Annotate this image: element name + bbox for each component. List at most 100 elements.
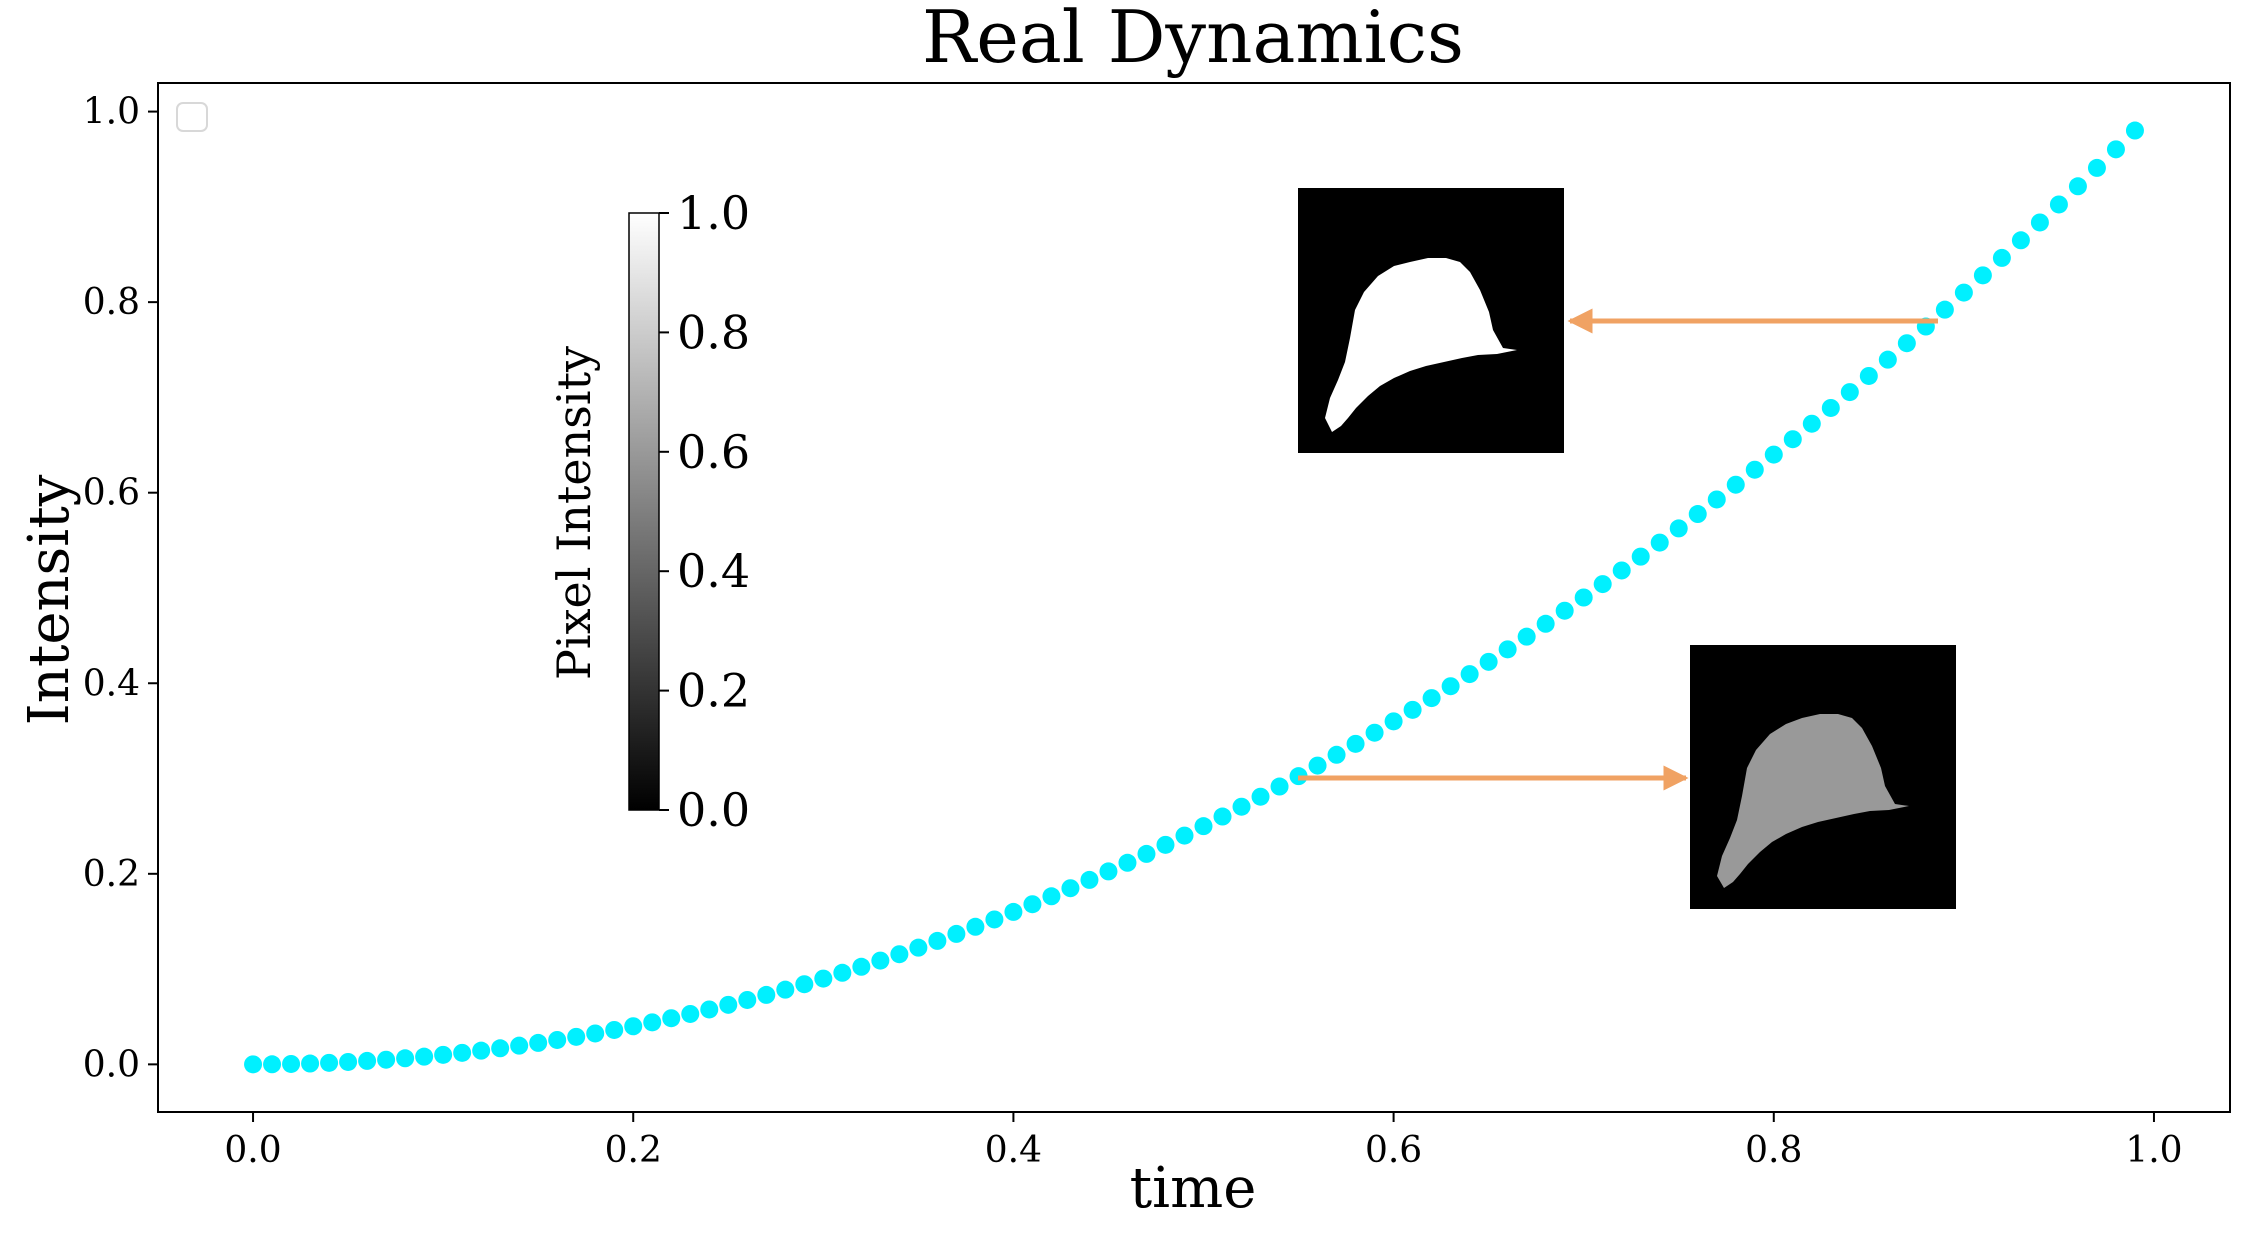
data-point — [1099, 862, 1118, 881]
data-point — [1156, 835, 1175, 854]
data-point — [1821, 398, 1840, 417]
x-tick-label: 0.0 — [224, 1130, 281, 1171]
data-point — [871, 951, 890, 970]
data-point — [453, 1043, 472, 1062]
data-point — [2068, 177, 2087, 196]
data-point — [244, 1055, 263, 1074]
x-tick-label: 0.6 — [1365, 1130, 1422, 1171]
data-point — [1764, 445, 1783, 464]
data-point — [1042, 887, 1061, 906]
data-point — [1270, 777, 1289, 796]
colorbar-tick-label: 0.4 — [677, 544, 750, 598]
data-point — [1973, 266, 1992, 285]
colorbar-label: Pixel Intensity — [547, 346, 601, 680]
cell-shape — [1717, 714, 1909, 888]
data-point — [1137, 844, 1156, 863]
data-point — [700, 1000, 719, 1019]
data-point — [814, 969, 833, 988]
data-point — [1365, 723, 1384, 742]
data-point — [1346, 734, 1365, 753]
data-point — [1251, 787, 1270, 806]
data-point — [1707, 490, 1726, 509]
data-point — [1403, 700, 1422, 719]
data-point — [567, 1027, 586, 1046]
data-point — [966, 917, 985, 936]
data-point — [1726, 475, 1745, 494]
data-point — [1745, 460, 1764, 479]
data-point — [1308, 756, 1327, 775]
data-point — [548, 1030, 567, 1049]
data-point — [1004, 902, 1023, 921]
data-point — [738, 990, 757, 1009]
data-point — [1536, 614, 1555, 633]
data-point — [1498, 640, 1517, 659]
y-axis-label: Intensity — [17, 474, 82, 725]
x-tick-label: 1.0 — [2125, 1130, 2182, 1171]
data-point — [263, 1055, 282, 1074]
data-point — [757, 985, 776, 1004]
data-point — [1080, 870, 1099, 889]
dim-shape-thumbnail — [1690, 645, 1956, 909]
data-point — [491, 1039, 510, 1058]
y-tick-label: 0.2 — [83, 854, 140, 895]
data-point — [396, 1049, 415, 1068]
legend-box — [176, 102, 208, 132]
data-point — [1593, 575, 1612, 594]
y-tick-label: 0.4 — [83, 663, 140, 704]
cell-shape — [1325, 258, 1517, 432]
chart-title: Real Dynamics — [922, 0, 1464, 79]
data-point — [852, 957, 871, 976]
data-point — [1194, 817, 1213, 836]
data-point — [472, 1041, 491, 1060]
data-point — [795, 975, 814, 994]
data-point — [529, 1033, 548, 1052]
x-tick-label: 0.4 — [985, 1130, 1042, 1171]
data-point — [1612, 561, 1631, 580]
data-point — [719, 995, 738, 1014]
data-point — [1441, 677, 1460, 696]
data-point — [2030, 213, 2049, 232]
plot-area — [157, 82, 2231, 1113]
data-point — [1517, 627, 1536, 646]
x-axis-ticks: 0.0 0.2 0.4 0.6 0.8 1.0 — [224, 1112, 2183, 1171]
data-point — [434, 1045, 453, 1064]
y-tick-label: 0.8 — [83, 282, 140, 323]
data-point — [358, 1051, 377, 1070]
data-point — [833, 963, 852, 982]
y-tick-label: 0.6 — [83, 473, 140, 514]
data-point — [1232, 797, 1251, 816]
data-point — [320, 1053, 339, 1072]
data-point — [1859, 366, 1878, 385]
colorbar-tick-label: 0.2 — [677, 664, 750, 718]
data-point — [510, 1036, 529, 1055]
series-points — [244, 121, 2144, 1074]
colorbar-tick-label: 0.6 — [677, 425, 750, 479]
data-point — [1954, 283, 1973, 302]
data-point — [643, 1013, 662, 1032]
data-point — [1422, 689, 1441, 708]
data-point — [624, 1017, 643, 1036]
data-point — [1897, 334, 1916, 353]
data-point — [2125, 121, 2144, 140]
data-point — [1061, 879, 1080, 898]
data-point — [947, 924, 966, 943]
data-point — [1479, 652, 1498, 671]
colorbar: 0.0 0.2 0.4 0.6 0.8 1.0 Pixel Intensity — [547, 186, 750, 837]
data-point — [1118, 853, 1137, 872]
data-point — [1213, 807, 1232, 826]
colorbar-tick-label: 0.0 — [677, 783, 750, 837]
data-point — [776, 980, 795, 999]
data-point — [415, 1047, 434, 1066]
data-point — [890, 945, 909, 964]
data-point — [282, 1054, 301, 1073]
data-point — [2106, 140, 2125, 159]
data-point — [377, 1050, 396, 1069]
data-point — [681, 1004, 700, 1023]
x-axis-label: time — [1130, 1156, 1257, 1221]
data-point — [1460, 665, 1479, 684]
colorbar-tick-label: 1.0 — [677, 186, 750, 240]
data-point — [1327, 745, 1346, 764]
colorbar-tick-label: 0.8 — [677, 305, 750, 359]
data-point — [985, 910, 1004, 929]
